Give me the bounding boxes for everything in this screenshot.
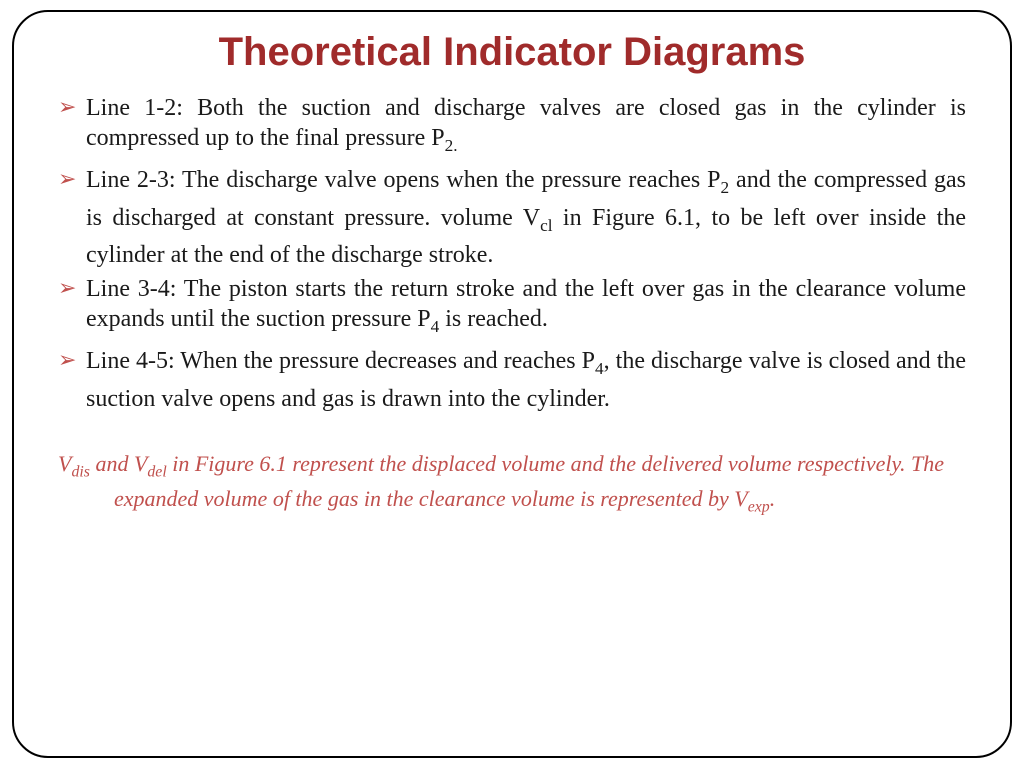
subscript: 2 <box>721 178 730 197</box>
bullet-text: When the pressure decreases and reaches … <box>180 348 595 374</box>
bullet-list: Line 1-2: Both the suction and discharge… <box>58 93 966 422</box>
bullet-item: Line 1-2: Both the suction and discharge… <box>58 93 966 161</box>
subscript: cl <box>540 215 552 234</box>
bullet-text: Both the suction and discharge valves ar… <box>86 95 966 151</box>
bullet-prefix: Line 3-4: <box>86 276 184 302</box>
bullet-item: Line 3-4: The piston starts the return s… <box>58 274 966 342</box>
subscript: dis <box>71 463 89 480</box>
footnote-text: and V <box>90 451 147 476</box>
footnote-text: V <box>58 451 71 476</box>
footnote: Vdis and Vdel in Figure 6.1 represent th… <box>58 450 966 521</box>
bullet-item: Line 2-3: The discharge valve opens when… <box>58 165 966 271</box>
bullet-prefix: Line 1-2: <box>86 95 197 121</box>
subscript: exp <box>748 499 770 516</box>
subscript: 4 <box>431 317 440 336</box>
subscript: del <box>147 463 166 480</box>
slide-title: Theoretical Indicator Diagrams <box>58 30 966 75</box>
subscript: 2. <box>445 136 458 155</box>
bullet-item: Line 4-5: When the pressure decreases an… <box>58 346 966 422</box>
footnote-text: in Figure 6.1 represent the displaced vo… <box>114 451 944 511</box>
bullet-text: The discharge valve opens when the press… <box>182 167 721 193</box>
subscript: 4 <box>595 359 604 378</box>
bullet-text: is reached. <box>439 306 548 332</box>
bullet-prefix: Line 4-5: <box>86 348 180 374</box>
bullet-prefix: Line 2-3: <box>86 167 182 193</box>
footnote-text: . <box>770 486 776 511</box>
slide-frame: Theoretical Indicator Diagrams Line 1-2:… <box>12 10 1012 758</box>
